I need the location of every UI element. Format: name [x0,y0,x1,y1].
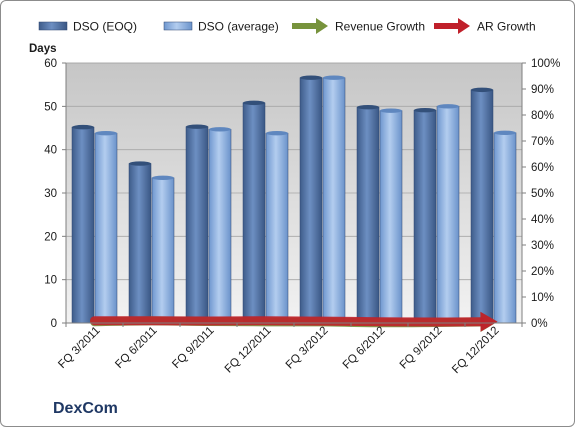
bar-dso-eoq [71,126,95,324]
bar-top [95,131,117,136]
bar-dso-average [379,110,403,324]
bar-top [209,127,231,132]
bar-top [243,100,265,106]
bar-dso-average [493,132,517,324]
bar-top [300,75,322,80]
bar-dso-eoq [185,126,209,324]
legend-label-ar-growth: AR Growth [477,20,536,34]
bar-top [266,131,288,136]
bar-dso-average [208,129,232,324]
x-tick-label: FQ 12/2011 [223,325,274,376]
x-tick-label: FQ 12/2012 [450,325,501,376]
bar-dso-average [151,177,175,324]
bar-top [323,75,345,80]
bar-top [72,124,94,130]
x-tick-label: FQ 6/2012 [341,325,388,372]
bar-top [414,108,436,113]
y2-tick-label: 70% [531,136,554,148]
bar-dso-average [265,132,289,324]
y2-tick-label: 50% [531,188,554,200]
ar-growth-line [90,316,485,327]
bar-top [186,124,208,129]
bar-dso-eoq [470,89,494,324]
y2-tick-label: 80% [531,110,554,122]
bar-dso-average [436,106,460,324]
bar-dso-eoq [242,102,266,324]
bar-top [437,104,459,109]
bar-dso-average [94,132,118,324]
y2-tick-label: 30% [531,240,554,252]
bar-dso-eoq [128,163,152,324]
y2-tick-label: 40% [531,214,554,226]
legend-label-dso-average-: DSO (average) [198,20,279,34]
bars [71,75,517,324]
bar-top [357,105,379,110]
bar-top [380,108,402,113]
bar-top [471,87,493,93]
y2-tick-label: 10% [531,292,554,304]
bar-dso-eoq [356,106,380,324]
legend: DSO (EOQ) DSO (average) Revenue Growth AR G… [38,18,536,34]
legend-swatch-dso-average- [163,21,193,31]
y2-tick-label: 20% [531,266,554,278]
legend-label-revenue-growth: Revenue Growth [335,20,425,34]
y-axis-title: Days [29,43,57,55]
bar-dso-average [322,77,346,324]
y-tick-label: 60 [44,58,57,70]
company-label: DexCom [53,400,118,417]
bar-top [494,130,516,135]
x-tick-label: FQ 9/2011 [170,325,216,371]
y-tick-label: 40 [44,145,57,157]
y-tick-label: 20 [44,231,57,243]
y-tick-label: 10 [44,275,57,287]
x-tick-label: FQ 3/2012 [284,325,331,372]
y-tick-label: 30 [44,188,57,200]
bar-top [129,161,151,166]
x-tick-label: FQ 6/2011 [113,325,159,371]
bar-dso-eoq [413,109,437,324]
legend-swatch-dso-eoq- [38,21,68,31]
bar-top [152,175,174,181]
growth-lines [90,311,498,332]
y2-tick-label: 60% [531,162,554,174]
legend-arrow-revenue-growth [316,18,328,34]
y-tick-label: 0 [51,318,57,330]
y2-tick-label: 0% [531,318,548,330]
x-tick-label: FQ 3/2011 [56,325,102,371]
y-tick-label: 50 [44,101,57,113]
bar-dso-eoq [299,77,323,324]
legend-label-dso-eoq-: DSO (EOQ) [73,20,137,34]
legend-arrow-ar-growth [458,18,470,34]
x-tick-label: FQ 9/2012 [398,325,445,372]
y2-tick-label: 90% [531,84,554,96]
ar-growth-arrowhead [480,311,498,332]
y2-tick-label: 100% [531,58,560,70]
